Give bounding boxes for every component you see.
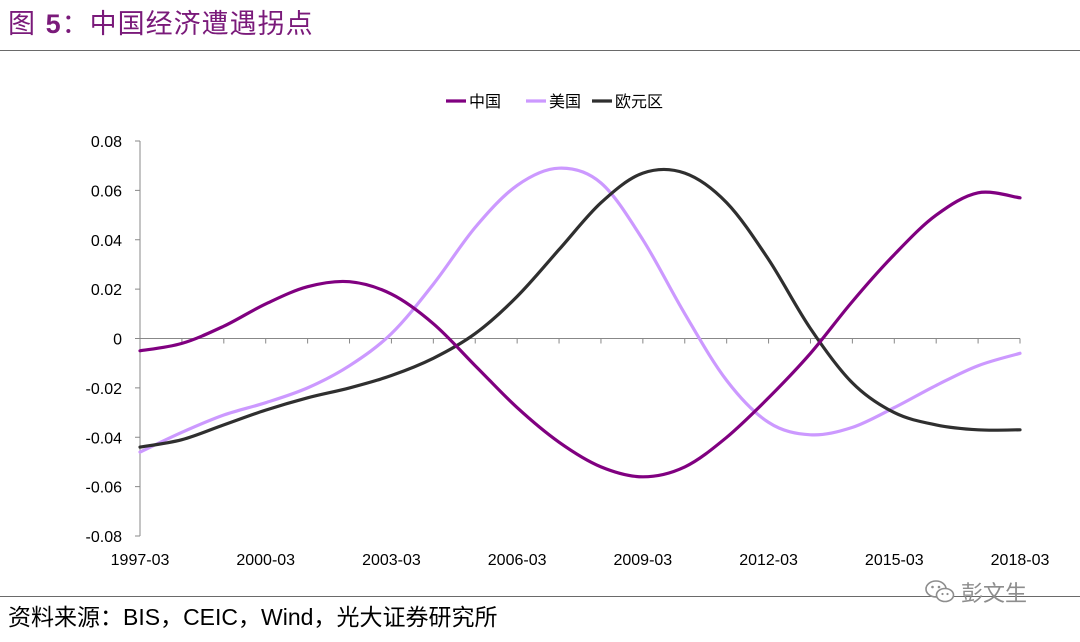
source-divider <box>0 596 1080 597</box>
legend: 中国 美国 欧元区 <box>446 92 663 111</box>
y-tick-label: -0.02 <box>86 381 123 398</box>
x-tick-label: 2000-03 <box>236 552 295 569</box>
watermark-text: 彭文生 <box>961 582 1028 607</box>
wechat-icon <box>925 580 955 603</box>
figure-number: 5 <box>45 9 62 39</box>
x-tick-label: 2018-03 <box>991 552 1050 569</box>
series-line-1 <box>138 166 1022 454</box>
source-note: 资料来源：BIS，CEIC，Wind，光大证券研究所 <box>8 600 497 634</box>
watermark: 彭文生 <box>925 574 1027 610</box>
y-tick-label: 0.02 <box>91 282 122 299</box>
x-tick-label: 2009-03 <box>613 552 672 569</box>
chart-axes: 0.08 0.06 0.04 0.02 0 -0.02 -0.04 -0.06 -0.08 199… <box>86 134 1050 569</box>
y-tick-label: 0.08 <box>91 134 122 151</box>
y-tick-label: 0.04 <box>91 233 122 250</box>
source-providers: BIS，CEIC，Wind， <box>123 604 337 630</box>
x-tick-label: 2012-03 <box>739 552 798 569</box>
y-tick-label: 0 <box>113 332 122 349</box>
legend-label: 美国 <box>549 92 581 111</box>
y-tick-label: -0.06 <box>86 480 123 497</box>
series-line-0 <box>138 190 1022 479</box>
source-institution: 光大证券研究所 <box>336 605 498 631</box>
y-tick-label: 0.06 <box>91 183 122 200</box>
x-tick-label: 2003-03 <box>362 552 421 569</box>
x-tick-label: 2006-03 <box>488 552 547 569</box>
y-tick-label: -0.04 <box>86 430 123 447</box>
figure-title-text: ：中国经济遭遇拐点 <box>61 9 314 40</box>
figure-title-prefix: 图 <box>8 9 36 40</box>
line-chart: 中国 美国 欧元区 0.08 0.06 0.04 0.02 0 -0.02 -0.04 -0.06… <box>86 92 1050 569</box>
legend-label: 中国 <box>469 92 501 111</box>
source-label: 资料来源： <box>8 605 123 631</box>
series-line-2 <box>138 167 1022 449</box>
figure-title: 图 5：中国经济遭遇拐点 <box>8 4 314 44</box>
series-lines <box>138 166 1022 479</box>
x-tick-label: 2015-03 <box>865 552 924 569</box>
y-tick-label: -0.08 <box>86 529 123 546</box>
legend-label: 欧元区 <box>615 92 663 111</box>
x-tick-label: 1997-03 <box>111 552 170 569</box>
title-divider <box>0 50 1080 51</box>
